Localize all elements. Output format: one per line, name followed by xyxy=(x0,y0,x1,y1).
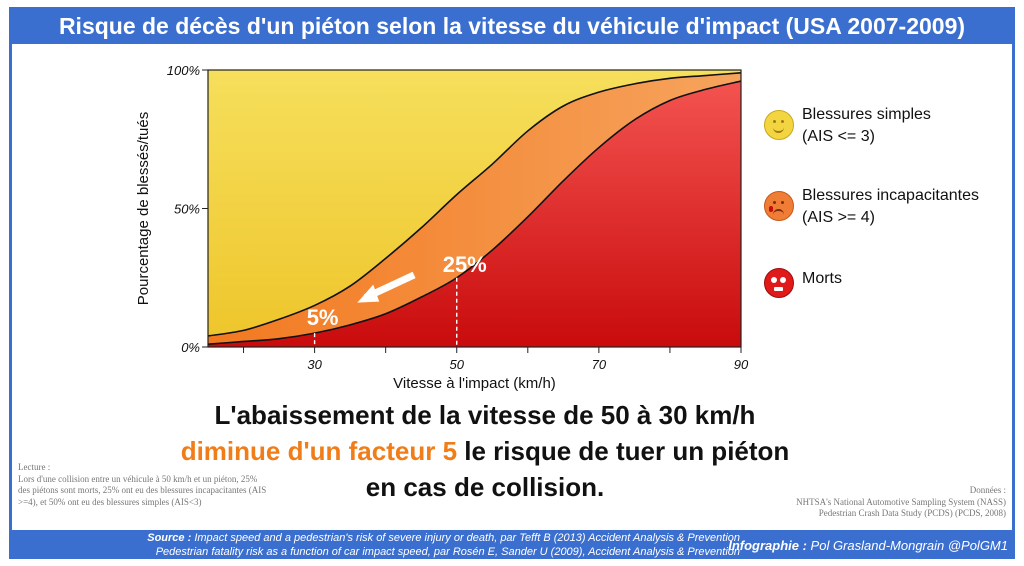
credit-label: Infographie : xyxy=(728,538,807,553)
curve-deaths xyxy=(207,80,742,346)
headline-accent: diminue d'un facteur 5 xyxy=(180,436,458,466)
annotation-label-5: 5% xyxy=(307,305,339,330)
legend-label-simple: Blessures simples xyxy=(802,106,931,123)
data-line1: NHTSA's National Automotive Sampling Sys… xyxy=(796,496,1006,507)
legend-item-simple: Blessures simples (AIS <= 3) xyxy=(764,104,931,148)
legend-label-incapacitating: Blessures incapacitantes xyxy=(802,187,979,204)
arrow-head-icon xyxy=(357,284,380,303)
x-axis-label: Vitesse à l'impact (km/h) xyxy=(393,375,556,392)
y-tick-label: 100% xyxy=(167,63,200,78)
lecture-heading: Lecture : xyxy=(18,462,51,472)
lecture-text: Lors d'une collision entre un véhicule à… xyxy=(18,473,267,507)
slight-smile-face-icon xyxy=(764,110,794,140)
source-label: Source : xyxy=(147,532,192,544)
legend-label-deaths: Morts xyxy=(802,270,842,287)
y-axis-label: Pourcentage de blessés/tués xyxy=(135,112,152,305)
x-tick-label: 70 xyxy=(592,357,607,372)
y-tick-label: 0% xyxy=(181,340,200,355)
footer-credit: Infographie : Pol Grasland-Mongrain @Pol… xyxy=(728,538,1008,553)
skull-icon xyxy=(764,268,794,298)
legend-sub-simple: (AIS <= 3) xyxy=(802,128,875,145)
credit-author: Pol Grasland-Mongrain @PolGM1 xyxy=(810,538,1008,553)
legend-item-deaths: Morts xyxy=(764,268,842,298)
footer-sources: Source : Impact speed and a pedestrian's… xyxy=(100,531,740,559)
headline-line2-rest: le risque de tuer un piéton xyxy=(457,436,790,466)
source-1: Impact speed and a pedestrian's risk of … xyxy=(194,532,740,544)
data-note: Données : NHTSA's National Automotive Sa… xyxy=(706,485,1006,520)
headline-line3: en cas de collision. xyxy=(365,472,605,502)
page-title: Risque de décès d'un piéton selon la vit… xyxy=(58,13,966,39)
headline-line1: L'abaissement de la vitesse de 50 à 30 k… xyxy=(214,400,756,430)
x-tick-label: 30 xyxy=(307,357,322,372)
injured-face-icon xyxy=(764,191,794,221)
area-deaths xyxy=(208,81,741,347)
data-line2: Pedestrian Crash Data Study (PCDS) (PCDS… xyxy=(818,508,1006,518)
legend-sub-incapacitating: (AIS >= 4) xyxy=(802,209,875,226)
lecture-note: Lecture : Lors d'une collision entre un … xyxy=(18,462,268,508)
source-2: Pedestrian fatality risk as a function o… xyxy=(155,546,740,558)
data-heading: Données : xyxy=(969,485,1006,495)
y-tick-label: 50% xyxy=(174,202,200,217)
x-tick-label: 90 xyxy=(734,357,749,372)
annotation-label-25: 25% xyxy=(443,252,487,277)
legend-item-incapacitating: Blessures incapacitantes (AIS >= 4) xyxy=(764,185,979,229)
x-tick-label: 50 xyxy=(449,357,464,372)
curve-incapacitating xyxy=(207,71,742,337)
headline-line2: diminue d'un facteur 5 le risque de tuer… xyxy=(140,433,830,469)
